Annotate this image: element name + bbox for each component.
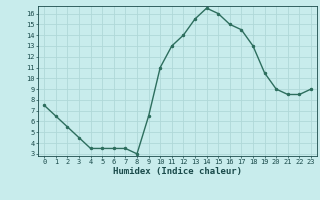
X-axis label: Humidex (Indice chaleur): Humidex (Indice chaleur) (113, 167, 242, 176)
